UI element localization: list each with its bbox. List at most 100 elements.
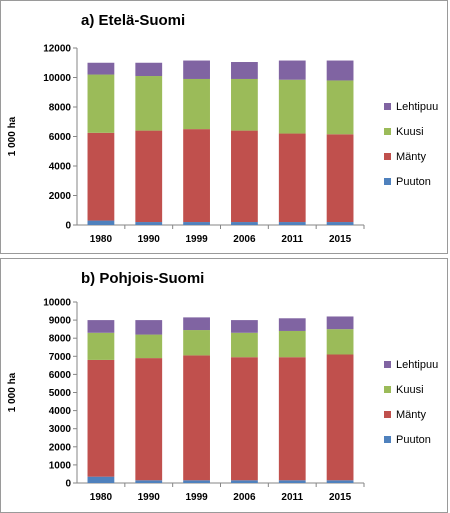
x-tick-label: 1990 — [138, 492, 161, 503]
legend-swatch — [384, 436, 391, 443]
y-tick-label: 1000 — [49, 460, 72, 471]
y-tick-label: 10000 — [43, 298, 71, 309]
x-tick-label: 2015 — [329, 234, 352, 245]
y-tick-label: 8000 — [49, 103, 72, 114]
chart-title: a) Etelä-Suomi — [81, 12, 185, 29]
bar-segment-lehtipuu — [87, 320, 115, 333]
bar-segment-kuusi — [231, 78, 258, 131]
x-tick-label: 2006 — [233, 492, 256, 503]
bar-segment-lehtipuu — [183, 60, 210, 79]
bar-segment-puuton — [87, 220, 115, 225]
x-tick-label: 2006 — [233, 234, 256, 245]
bar-segment-puuton — [326, 222, 354, 225]
y-tick-label: 4000 — [49, 162, 72, 173]
bar-segment-lehtipuu — [135, 320, 163, 335]
x-tick-label: 1980 — [90, 234, 113, 245]
bar-segment-kuusi — [231, 332, 258, 358]
y-tick-label: 9000 — [49, 316, 72, 327]
y-tick-label: 2000 — [49, 442, 72, 453]
legend-label: Lehtipuu — [396, 101, 438, 113]
bar-segment-kuusi — [278, 79, 306, 134]
bar-segment-puuton — [231, 480, 258, 483]
bar-segment-lehtipuu — [278, 60, 306, 80]
y-axis-label: 1 000 ha — [7, 372, 18, 412]
bar-segment-kuusi — [135, 76, 163, 131]
x-tick-label: 1999 — [185, 234, 208, 245]
bar-segment-kuusi — [135, 334, 163, 359]
bar-segment-puuton — [231, 222, 258, 225]
bar-segment-puuton — [278, 222, 306, 225]
x-tick-label: 1980 — [90, 492, 113, 503]
bar-segment-puuton — [278, 480, 306, 483]
legend-label: Mänty — [396, 409, 426, 421]
x-tick-label: 2011 — [281, 234, 303, 245]
bar-segment-kuusi — [278, 330, 306, 358]
legend-label: Puuton — [396, 176, 431, 188]
chart-panel-etela-suomi: a) Etelä-Suomi 1 000 ha 0 2000 4000 6000 8000 1… — [0, 0, 448, 254]
legend-swatch — [384, 103, 391, 110]
bar-segment-mänty — [183, 355, 210, 481]
bar-segment-lehtipuu — [326, 60, 354, 81]
bar-segment-mänty — [231, 357, 258, 481]
bar-segment-lehtipuu — [135, 62, 163, 77]
bar-segment-kuusi — [183, 78, 210, 130]
y-tick-label: 7000 — [49, 352, 72, 363]
bar-segment-mänty — [278, 133, 306, 223]
bar-segment-lehtipuu — [183, 317, 210, 331]
bar-segment-mänty — [326, 354, 354, 481]
bar-segment-mänty — [135, 358, 163, 481]
bar-segment-lehtipuu — [231, 62, 258, 79]
legend-label: Kuusi — [396, 126, 424, 138]
legend-label: Mänty — [396, 151, 426, 163]
bar-segment-puuton — [183, 222, 210, 225]
legend-label: Kuusi — [396, 384, 424, 396]
bar-segment-kuusi — [326, 80, 354, 135]
bar-segment-puuton — [183, 480, 210, 483]
bar-segment-mänty — [326, 134, 354, 223]
chart-etela-suomi: a) Etelä-Suomi 1 000 ha 0 2000 4000 6000 8000 1… — [7, 12, 438, 245]
bar-segment-mänty — [87, 359, 115, 477]
legend-label: Lehtipuu — [396, 359, 438, 371]
legend-label: Puuton — [396, 434, 431, 446]
bar-segment-lehtipuu — [87, 62, 115, 75]
bar-segment-kuusi — [87, 74, 115, 133]
y-tick-label: 2000 — [49, 191, 72, 202]
bar-segment-mänty — [183, 129, 210, 223]
chart-panel-pohjois-suomi: b) Pohjois-Suomi 1 000 ha 0 1000 2000 3000 400… — [0, 258, 448, 513]
legend-swatch — [384, 361, 391, 368]
y-tick-label: 8000 — [49, 334, 72, 345]
bar-segment-mänty — [278, 357, 306, 481]
x-tick-label: 1990 — [138, 234, 161, 245]
y-tick-label: 6000 — [49, 370, 72, 381]
legend-swatch — [384, 128, 391, 135]
legend-swatch — [384, 153, 391, 160]
bar-segment-puuton — [135, 222, 163, 225]
y-tick-label: 6000 — [49, 132, 72, 143]
bar-segment-mänty — [231, 130, 258, 223]
bar-segment-puuton — [326, 480, 354, 483]
bar-segment-kuusi — [326, 329, 354, 355]
x-tick-label: 2015 — [329, 492, 352, 503]
y-tick-label: 0 — [65, 221, 71, 232]
bar-segment-puuton — [87, 476, 115, 483]
chart-pohjois-suomi: b) Pohjois-Suomi 1 000 ha 0 1000 2000 3000 400… — [7, 270, 438, 503]
bar-segment-mänty — [87, 132, 115, 221]
y-tick-label: 0 — [65, 479, 71, 490]
bar-segment-puuton — [135, 480, 163, 483]
legend-swatch — [384, 411, 391, 418]
bar-segment-lehtipuu — [278, 318, 306, 331]
y-axis-label: 1 000 ha — [7, 116, 18, 156]
x-tick-label: 2011 — [281, 492, 303, 503]
y-tick-label: 3000 — [49, 424, 72, 435]
y-tick-label: 12000 — [43, 44, 71, 55]
bar-segment-lehtipuu — [326, 316, 354, 330]
bar-segment-kuusi — [183, 330, 210, 356]
y-tick-label: 5000 — [49, 388, 72, 399]
x-tick-label: 1999 — [185, 492, 208, 503]
y-tick-label: 10000 — [43, 73, 71, 84]
bar-segment-kuusi — [87, 332, 115, 360]
legend-swatch — [384, 178, 391, 185]
chart-title: b) Pohjois-Suomi — [81, 270, 204, 287]
bar-segment-lehtipuu — [231, 320, 258, 333]
legend-swatch — [384, 386, 391, 393]
